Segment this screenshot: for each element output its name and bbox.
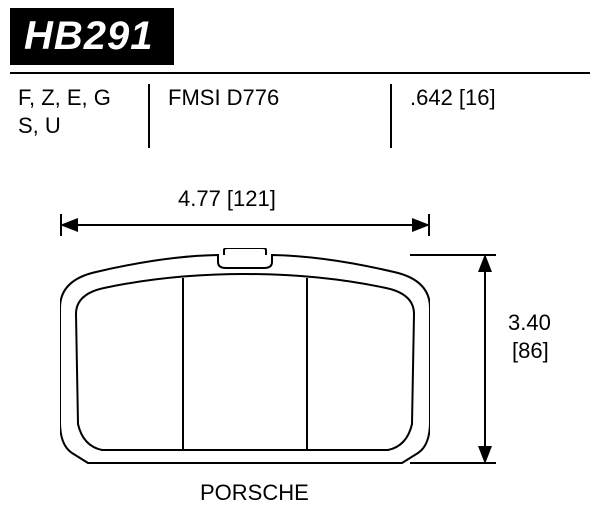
part-number-title: HB291 — [10, 8, 174, 65]
brand-name: PORSCHE — [200, 480, 309, 506]
info-divider-1 — [148, 84, 150, 148]
brake-pad-outline — [60, 248, 430, 468]
compounds-line1: F, Z, E, G — [18, 84, 111, 112]
fmsi-code: FMSI D776 — [168, 84, 279, 112]
info-divider-2 — [390, 84, 392, 148]
height-dimension-value: 3.40 — [508, 310, 551, 336]
width-dimension-arrow — [60, 210, 430, 240]
height-dimension-mm: [86] — [512, 338, 549, 364]
horizontal-rule — [10, 72, 590, 74]
thickness-value: .642 [16] — [410, 84, 496, 112]
compounds-line2: S, U — [18, 112, 61, 140]
width-dimension-label: 4.77 [121] — [178, 186, 276, 212]
